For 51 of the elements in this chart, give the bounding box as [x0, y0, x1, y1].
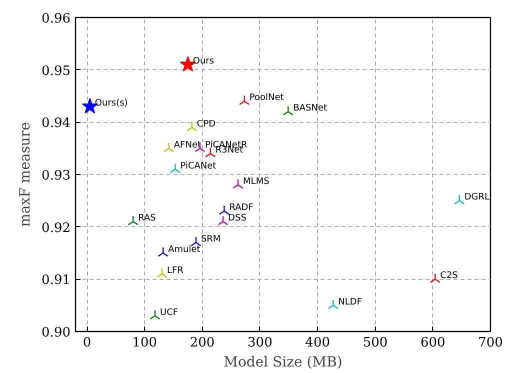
x-tick-label: 0 [82, 336, 92, 350]
series-label: MLMS [243, 176, 270, 187]
point [232, 178, 244, 189]
x-tick-label: 400 [305, 336, 330, 350]
y-tick-label: 0.91 [42, 273, 71, 288]
point [430, 273, 441, 283]
point [170, 163, 181, 174]
series-label: PoolNet [249, 93, 284, 104]
point [282, 106, 294, 116]
series-label: UCF [160, 308, 178, 318]
x-axis-title: Model Size (MB) [224, 354, 342, 370]
point [328, 299, 339, 310]
x-tick-label: 100 [132, 336, 158, 350]
series-label: DSS [228, 214, 247, 224]
series-label: NLDF [338, 297, 362, 308]
point [454, 194, 465, 204]
y-axis-title: maxF measure [18, 122, 34, 227]
x-tick-label: 600 [420, 336, 446, 350]
point [205, 147, 216, 158]
y-tick-label: 0.95 [42, 64, 71, 79]
series-label: CPD [196, 119, 216, 130]
point [156, 268, 168, 278]
y-tick-label: 0.93 [42, 168, 71, 184]
series-label: LFR [166, 266, 184, 276]
series-label: SRM [200, 234, 221, 245]
x-tick-label: 500 [362, 336, 388, 350]
series-label: PiCANet [180, 161, 217, 172]
series-label: DGRL [464, 192, 490, 203]
point [218, 216, 228, 226]
x-tick-label: 700 [478, 336, 503, 350]
series-label: Ours [192, 56, 214, 67]
y-tick-label: 0.96 [42, 12, 71, 26]
x-tick-label: 300 [248, 336, 272, 350]
point [186, 121, 198, 132]
point [218, 205, 230, 215]
point [128, 216, 138, 226]
series-label: Amulet [168, 245, 201, 255]
series-label: R3Net [215, 146, 244, 156]
series-label: RADF [229, 203, 254, 214]
series-label: Ours(s) [94, 98, 128, 108]
point [158, 246, 168, 257]
y-tick-label: 0.94 [42, 116, 71, 132]
point [150, 310, 160, 320]
point [239, 95, 250, 106]
y-tick-label: 0.90 [42, 326, 71, 340]
series-label: BASNet [293, 104, 328, 114]
series-label: C2S [440, 271, 458, 282]
point [164, 142, 174, 152]
y-tick-label: 0.92 [42, 220, 71, 236]
x-tick-label: 200 [190, 336, 215, 350]
series-label: RAS [138, 214, 156, 224]
